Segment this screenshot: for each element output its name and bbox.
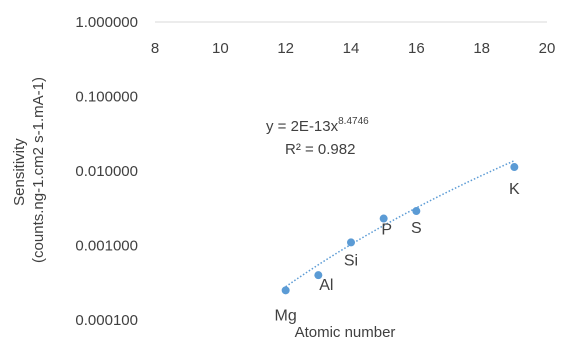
y-tick-label: 1.000000 [75, 14, 138, 31]
x-tick-label: 10 [212, 40, 229, 57]
point-label-p: P [381, 222, 392, 239]
trendline-layer [285, 160, 515, 288]
y-tick-label: 0.010000 [75, 163, 138, 180]
y-axis-title: Sensitivity (counts.ng-1.cm2 s-1.mA-1) [11, 77, 47, 263]
y-tick-label: 0.001000 [75, 238, 138, 255]
x-tick-label: 14 [343, 40, 360, 57]
trendline-equation: y = 2E-13x8.4746 [266, 116, 369, 135]
y-axis-title-line-1: Sensitivity [11, 138, 28, 206]
data-point-si [347, 238, 355, 247]
x-tick-label: 12 [277, 40, 294, 57]
data-points [281, 163, 519, 295]
data-point-p [379, 214, 388, 223]
x-tick-labels: 8 10 12 14 16 18 20 [151, 40, 556, 57]
data-point-al [314, 271, 323, 280]
point-label-mg: Mg [275, 307, 297, 324]
data-point-mg [281, 286, 290, 295]
point-label-si: Si [344, 252, 358, 269]
power-trendline [285, 160, 515, 288]
r-squared-label: R² = 0.982 [285, 141, 355, 158]
x-tick-label: 20 [539, 40, 556, 57]
y-axis-title-line-2: (counts.ng-1.cm2 s-1.mA-1) [30, 77, 47, 263]
x-tick-label: 8 [151, 40, 159, 57]
x-axis-title: Atomic number [295, 324, 396, 341]
data-point-k [510, 163, 519, 172]
point-label-k: K [509, 181, 520, 198]
point-label-s: S [411, 220, 422, 237]
y-tick-label: 0.000100 [75, 312, 138, 329]
point-labels: Mg Al Si P S K [275, 181, 520, 324]
x-tick-label: 16 [408, 40, 425, 57]
point-label-al: Al [319, 277, 333, 294]
data-point-s [412, 207, 421, 216]
y-tick-label: 0.100000 [75, 89, 138, 106]
y-tick-labels: 1.000000 0.100000 0.010000 0.001000 0.000100 [75, 14, 138, 329]
x-tick-label: 18 [473, 40, 490, 57]
